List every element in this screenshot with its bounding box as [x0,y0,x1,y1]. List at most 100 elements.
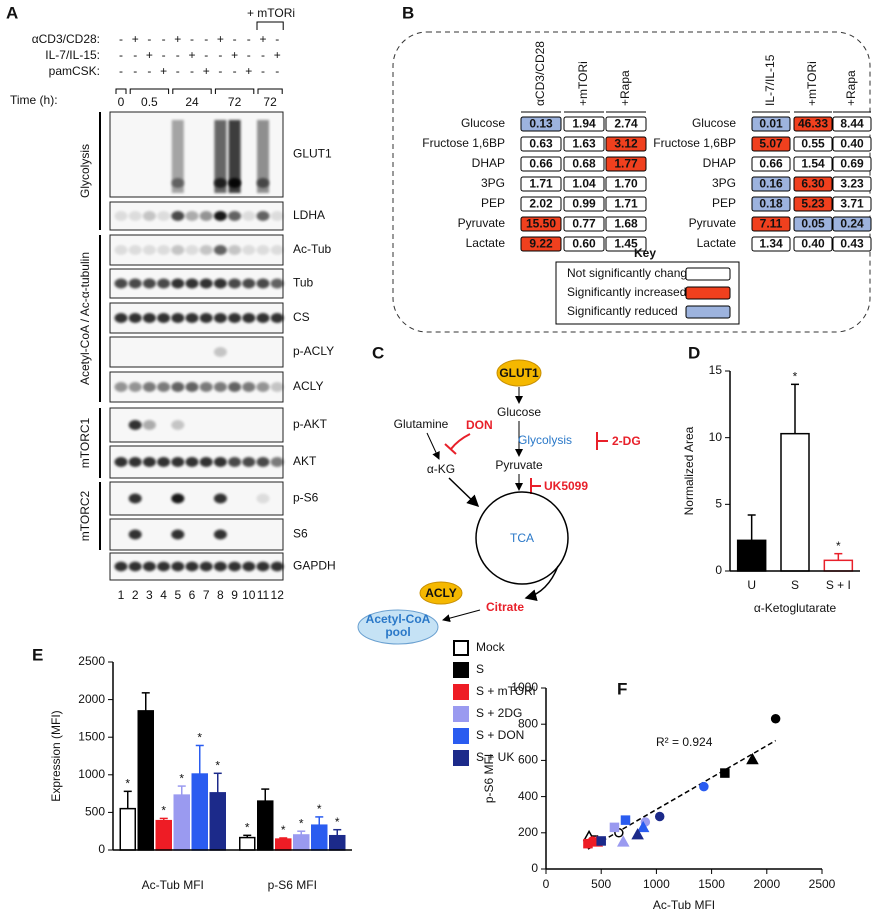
condition-state: - [119,48,123,62]
band [171,493,185,504]
acly-node [419,581,463,605]
bar [329,834,346,851]
blot-label: GLUT1 [293,147,332,161]
band [213,278,227,289]
blot-label: ACLY [293,379,323,393]
band [213,313,227,323]
table-cell [751,136,791,152]
band [142,561,156,572]
band [142,313,156,323]
column-header: +mTORi [576,61,590,106]
cell-value: 0.69 [840,157,864,171]
table-cell [563,236,605,252]
band [171,245,185,255]
legend-swatch [453,684,469,700]
cell-value: 0.40 [801,237,825,251]
y-tick-label: 500 [85,805,105,819]
significance: * [197,731,202,745]
row-label: Glucose [461,116,505,130]
condition-state: - [176,64,180,78]
column-header: +mTORi [805,61,819,106]
node-label: 2-DG [612,434,641,448]
band [114,561,128,572]
significance: * [245,821,250,835]
legend-swatch [453,640,469,656]
band [256,313,270,323]
band [270,278,284,289]
node-label: α-KG [427,462,455,476]
band [213,178,227,188]
cell-value: 0.01 [759,117,783,131]
smear [257,120,269,193]
table-cell [832,136,872,152]
y-tick-label: 15 [709,363,723,377]
table-cell [832,236,872,252]
condition-state: - [233,64,237,78]
blot-label: p-ACLY [293,344,334,358]
band [199,278,213,289]
band [185,561,199,572]
cell-value: 1.34 [759,237,783,251]
band [228,561,242,572]
cell-value: 1.04 [572,177,596,191]
cell-value: 1.94 [572,117,596,131]
point [636,820,650,833]
legend-label: S + mTORi [476,684,535,698]
point [596,836,606,846]
condition-state: + [259,32,266,46]
smear [214,120,227,193]
table-cell [605,176,647,192]
significance: * [335,815,340,829]
y-tick-label: 1000 [78,767,105,781]
bracket [129,88,170,94]
table-cell [793,236,833,252]
cell-value: 9.22 [529,237,553,251]
table-cell [751,116,791,132]
row-label: Lactate [697,236,737,250]
band [199,457,213,467]
band [171,211,185,221]
key-label: Significantly increased [567,285,686,299]
bar [137,710,154,851]
lane-number: 10 [242,588,256,602]
condition-state: - [119,64,123,78]
table-cell [605,136,647,152]
cell-value: 2.02 [529,197,553,211]
band [228,211,242,221]
band [142,211,156,221]
smear [171,120,184,193]
key-swatch [685,267,731,281]
arrow [442,609,481,623]
blot-label: AKT [293,454,317,468]
blot-label: CS [293,310,310,324]
band [213,245,227,255]
column-header: +Rapa [618,70,632,106]
band [171,382,185,392]
point [609,822,620,833]
lane-number: 9 [231,588,238,602]
table-cell [520,116,562,132]
blot-label: LDHA [293,208,325,222]
condition-state: - [162,48,166,62]
node-label: Glucose [497,405,541,419]
panel-label: B [402,3,414,22]
cell-value: 1.70 [614,177,638,191]
point [617,835,630,847]
legend-label: S + UK [476,750,514,764]
condition-state: + [203,64,210,78]
cell-value: 8.44 [840,117,864,131]
cell-value: 1.54 [801,157,825,171]
band [228,178,242,188]
band [157,561,171,572]
band [157,245,171,255]
band [270,313,284,323]
cell-value: 0.63 [529,137,553,151]
table-cell [563,116,605,132]
key-title: Key [634,246,656,260]
table-cell [605,236,647,252]
legend-label: S + DON [476,728,524,742]
table-cell [793,116,833,132]
legend-swatch [453,750,469,766]
table-cell [793,196,833,212]
bar [239,836,256,851]
